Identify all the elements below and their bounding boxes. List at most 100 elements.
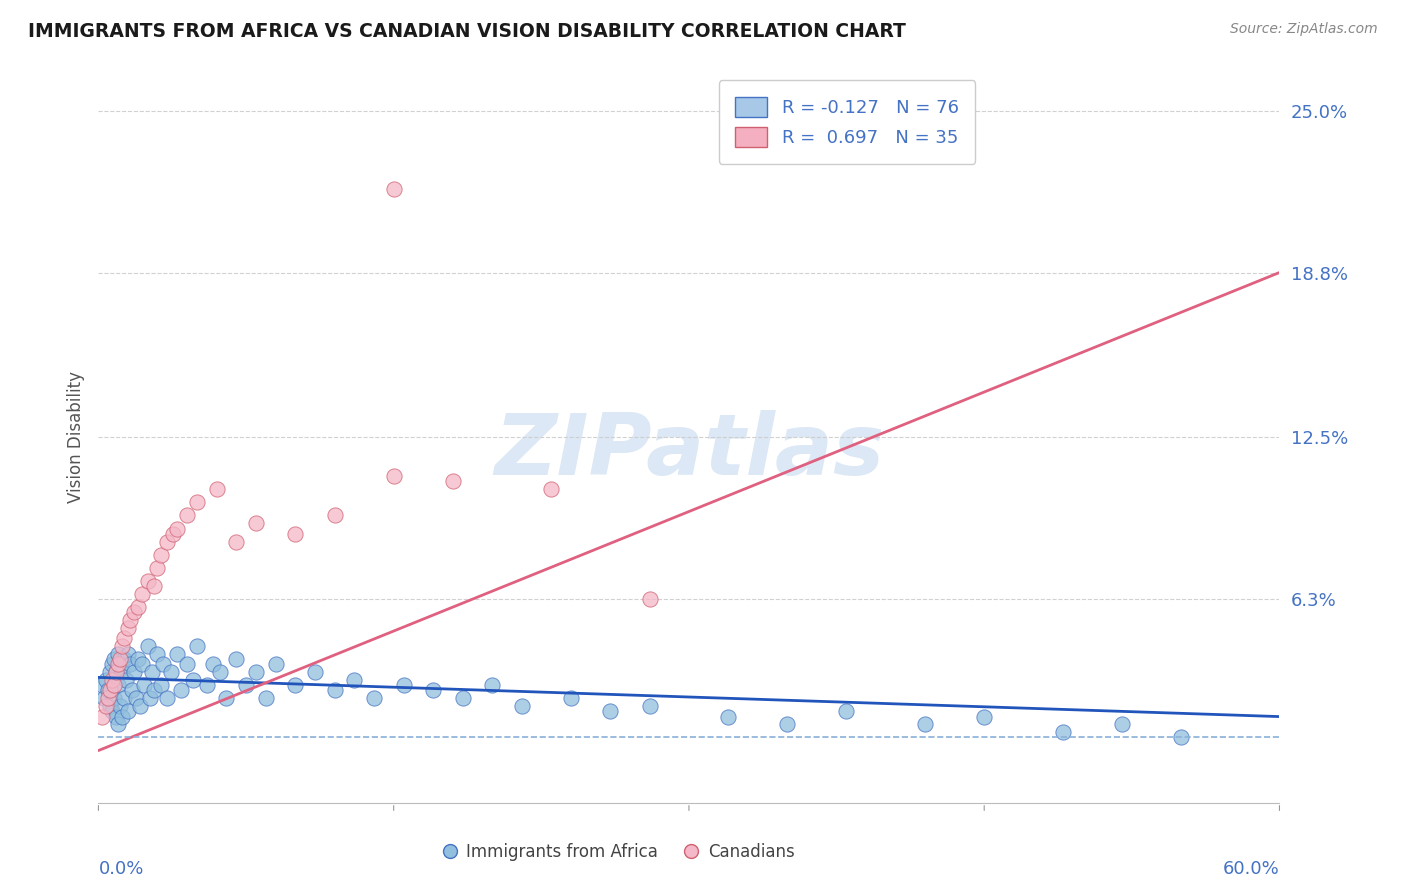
Point <box>105 665 128 680</box>
Point <box>127 652 149 666</box>
Point <box>481 678 503 692</box>
Point <box>108 657 131 672</box>
Point <box>323 683 346 698</box>
Point <box>131 587 153 601</box>
Point <box>112 691 135 706</box>
Point <box>127 599 149 614</box>
Point <box>128 699 150 714</box>
Point <box>132 678 155 692</box>
Point <box>1052 725 1074 739</box>
Point <box>117 705 139 719</box>
Point <box>136 639 159 653</box>
Point <box>973 709 995 723</box>
Point <box>201 657 224 672</box>
Point <box>451 691 474 706</box>
Point <box>125 691 148 706</box>
Point <box>103 678 125 692</box>
Text: Source: ZipAtlas.com: Source: ZipAtlas.com <box>1230 22 1378 37</box>
Point <box>150 548 173 562</box>
Point <box>107 717 129 731</box>
Point <box>97 683 120 698</box>
Point <box>107 647 129 661</box>
Point <box>343 673 366 687</box>
Point <box>160 665 183 680</box>
Point <box>115 673 138 687</box>
Point <box>150 678 173 692</box>
Point <box>152 657 174 672</box>
Point <box>235 678 257 692</box>
Point <box>264 657 287 672</box>
Point <box>284 678 307 692</box>
Point <box>117 621 139 635</box>
Text: IMMIGRANTS FROM AFRICA VS CANADIAN VISION DISABILITY CORRELATION CHART: IMMIGRANTS FROM AFRICA VS CANADIAN VISIO… <box>28 22 905 41</box>
Point <box>91 709 114 723</box>
Point <box>112 652 135 666</box>
Point <box>103 652 125 666</box>
Point <box>146 560 169 574</box>
Point <box>118 657 141 672</box>
Point <box>107 678 129 692</box>
Point <box>245 665 267 680</box>
Point <box>422 683 444 698</box>
Point <box>136 574 159 588</box>
Point <box>540 483 562 497</box>
Point <box>245 516 267 531</box>
Point <box>101 657 124 672</box>
Point <box>914 717 936 731</box>
Point <box>101 705 124 719</box>
Point <box>170 683 193 698</box>
Point <box>122 605 145 619</box>
Point <box>304 665 326 680</box>
Point <box>122 665 145 680</box>
Point <box>215 691 238 706</box>
Point <box>284 526 307 541</box>
Text: 0.0%: 0.0% <box>98 860 143 879</box>
Point <box>156 534 179 549</box>
Point <box>138 691 160 706</box>
Point <box>105 709 128 723</box>
Point <box>97 691 120 706</box>
Point <box>638 699 661 714</box>
Point <box>117 647 139 661</box>
Point <box>176 508 198 523</box>
Point <box>560 691 582 706</box>
Point <box>111 665 134 680</box>
Point <box>111 709 134 723</box>
Point <box>108 652 131 666</box>
Point <box>181 673 204 687</box>
Point <box>107 657 129 672</box>
Point <box>112 632 135 646</box>
Point <box>162 526 184 541</box>
Point <box>510 699 533 714</box>
Point <box>382 182 405 196</box>
Point <box>108 699 131 714</box>
Point <box>131 657 153 672</box>
Point <box>441 475 464 489</box>
Point <box>382 469 405 483</box>
Point <box>101 673 124 687</box>
Point <box>96 673 118 687</box>
Point <box>1111 717 1133 731</box>
Point <box>166 521 188 535</box>
Point <box>96 699 118 714</box>
Point <box>98 665 121 680</box>
Point <box>363 691 385 706</box>
Legend: Immigrants from Africa, Canadians: Immigrants from Africa, Canadians <box>434 837 801 868</box>
Point <box>195 678 218 692</box>
Point <box>205 483 228 497</box>
Point <box>599 705 621 719</box>
Point <box>142 579 165 593</box>
Point <box>111 639 134 653</box>
Point <box>98 683 121 698</box>
Point <box>166 647 188 661</box>
Point <box>186 495 208 509</box>
Point <box>776 717 799 731</box>
Text: ZIPatlas: ZIPatlas <box>494 410 884 493</box>
Point <box>121 683 143 698</box>
Text: 60.0%: 60.0% <box>1223 860 1279 879</box>
Point <box>225 534 247 549</box>
Point <box>156 691 179 706</box>
Point <box>93 691 115 706</box>
Point <box>141 665 163 680</box>
Point <box>209 665 232 680</box>
